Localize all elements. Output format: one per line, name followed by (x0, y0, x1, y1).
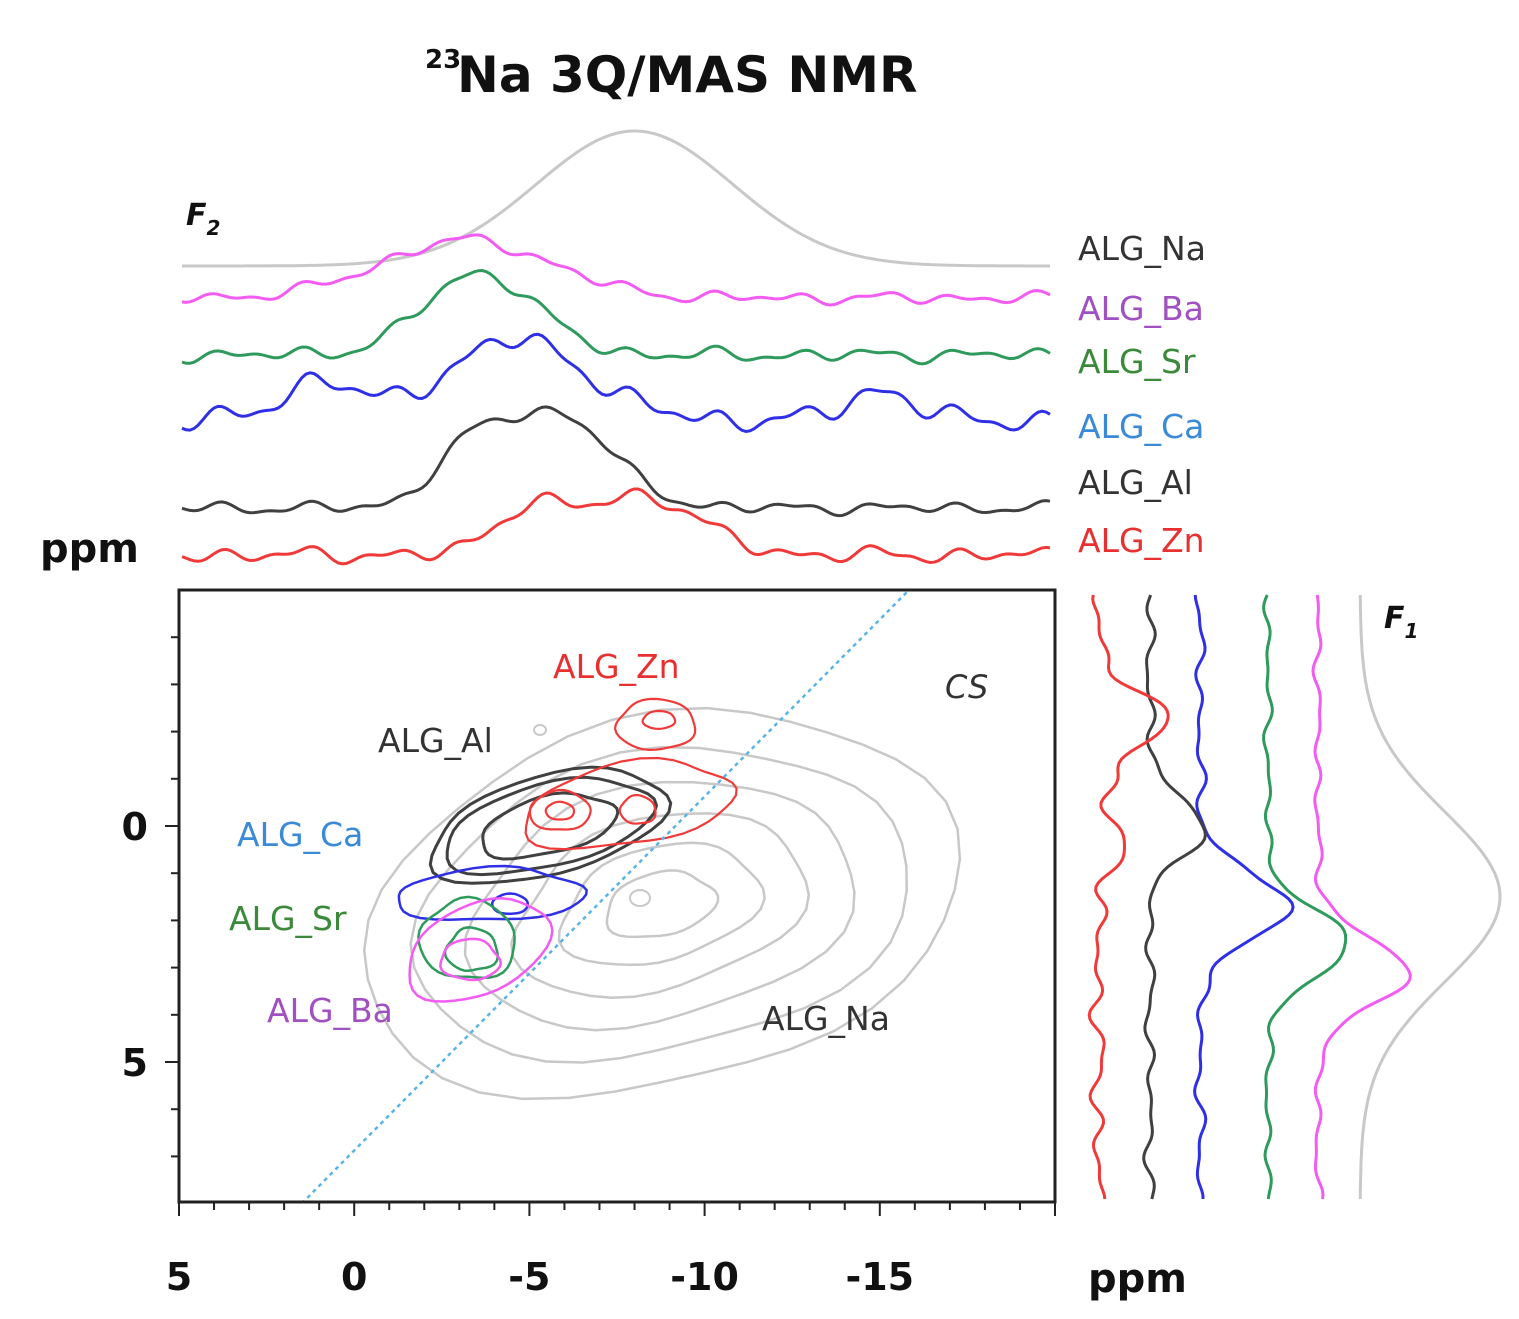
y-tick-label: 0 (122, 805, 148, 849)
chart-title: 23 Na 3Q/MAS NMR (425, 45, 918, 104)
contour-label-alg-sr: ALG_Sr (229, 899, 347, 938)
f2-spectrum-alg-na (182, 129, 1050, 268)
contour-alg-na (605, 869, 720, 939)
legend-alg-sr: ALG_Sr (1078, 342, 1196, 381)
contour-alg-ba (408, 896, 554, 1003)
x-tick-label: 5 (166, 1255, 192, 1299)
f1-spectrum-alg-al (1142, 594, 1207, 1200)
contour-alg-ca (397, 864, 588, 921)
cs-label: CS (945, 668, 988, 706)
contour-label-alg-na: ALG_Na (762, 999, 890, 1038)
contour-alg-al (445, 775, 659, 877)
legend-alg-ba: ALG_Ba (1078, 289, 1204, 328)
legend-alg-ca: ALG_Ca (1078, 407, 1204, 446)
x-tick-label: -5 (508, 1255, 550, 1299)
contour-alg-na (628, 888, 652, 908)
contour-alg-zn (544, 800, 576, 821)
contour-alg-na (557, 841, 766, 967)
contour-alg-ca (490, 892, 530, 915)
contour-alg-ba (439, 937, 503, 982)
y-tick-label: 5 (122, 1041, 148, 1085)
f2-spectrum-alg-ca (181, 332, 1051, 434)
legend-alg-na: ALG_Na (1078, 229, 1206, 268)
contour-label-alg-ca: ALG_Ca (237, 815, 363, 854)
f2-spectrum-alg-al (181, 405, 1051, 518)
x-axis-unit-label: ppm (1088, 1256, 1187, 1302)
f2-spectrum-alg-zn (181, 487, 1051, 566)
legend-alg-al: ALG_Al (1078, 463, 1193, 502)
contour-label-alg-zn: ALG_Zn (553, 647, 680, 686)
contour-plot: 5 0 -5 -10 -15 05 CS ALG_NaALG_BaALG_SrALG_C… (122, 588, 1057, 1299)
x-axis-ticks: 5 0 -5 -10 -15 (166, 1202, 1056, 1299)
f1-spectrum-alg-ca (1193, 594, 1295, 1200)
f2-legend: ALG_Na ALG_Ba ALG_Sr ALG_Ca ALG_Al ALG_Zn (1078, 229, 1206, 560)
title-text: Na 3Q/MAS NMR (457, 46, 918, 104)
contour-alg-al (428, 765, 673, 885)
f1-spectrum-alg-ba (1311, 594, 1412, 1200)
x-tick-label: -15 (845, 1255, 914, 1299)
contour-alg-na (463, 780, 856, 1032)
contour-alg-zn (641, 709, 677, 731)
contour-alg-na (409, 745, 908, 1064)
contour-label-alg-ba: ALG_Ba (267, 991, 393, 1030)
f2-label: F2 (186, 198, 220, 240)
contour-alg-zn (528, 788, 592, 831)
x-tick-label: -10 (670, 1255, 739, 1299)
contour-alg-sr (443, 926, 499, 973)
contour-label-alg-al: ALG_Al (378, 721, 493, 760)
y-axis-ticks: 05 (122, 636, 179, 1158)
contour-alg-na (532, 723, 548, 737)
f1-spectrum-alg-zn (1087, 594, 1170, 1200)
f1-spectrum-alg-sr (1262, 594, 1348, 1200)
contour-labels: ALG_Na ALG_Ba ALG_Sr ALG_Ca ALG_Al ALG_Zn (229, 647, 890, 1038)
f1-spectrum-alg-na (1358, 595, 1502, 1199)
contour-alg-zn (524, 756, 738, 851)
f2-spectrum-alg-ba (181, 233, 1051, 307)
plot-frame (177, 588, 1057, 1204)
contour-alg-na (510, 812, 811, 1000)
contour-alg-zn (618, 794, 657, 825)
contour-layer (362, 697, 962, 1101)
title-superscript: 23 (425, 45, 461, 75)
contour-alg-na (362, 706, 962, 1101)
f1-projection-spectra (1087, 594, 1502, 1200)
contour-alg-zn (613, 697, 697, 752)
f2-spectrum-alg-sr (181, 268, 1051, 366)
cs-diagonal-line (301, 590, 911, 1202)
x-tick-label: 0 (341, 1255, 367, 1299)
f2-projection-spectra (181, 129, 1051, 566)
legend-alg-zn: ALG_Zn (1078, 521, 1205, 560)
f2-axis-unit-label: ppm (40, 526, 139, 572)
f1-label: F1 (1384, 601, 1418, 643)
